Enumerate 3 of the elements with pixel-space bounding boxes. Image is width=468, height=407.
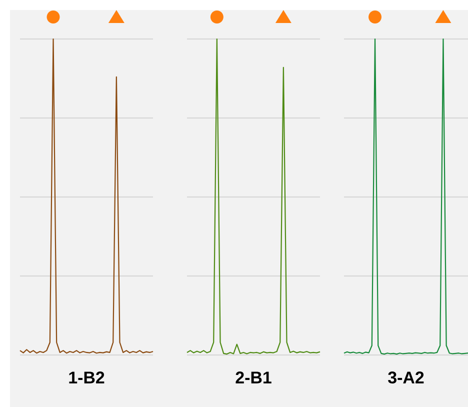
x-axis-title: 3-A2 (388, 372, 424, 384)
x-axis-title: 1-B2 (69, 372, 104, 384)
x-axis-title: 2-B1 (236, 372, 272, 384)
